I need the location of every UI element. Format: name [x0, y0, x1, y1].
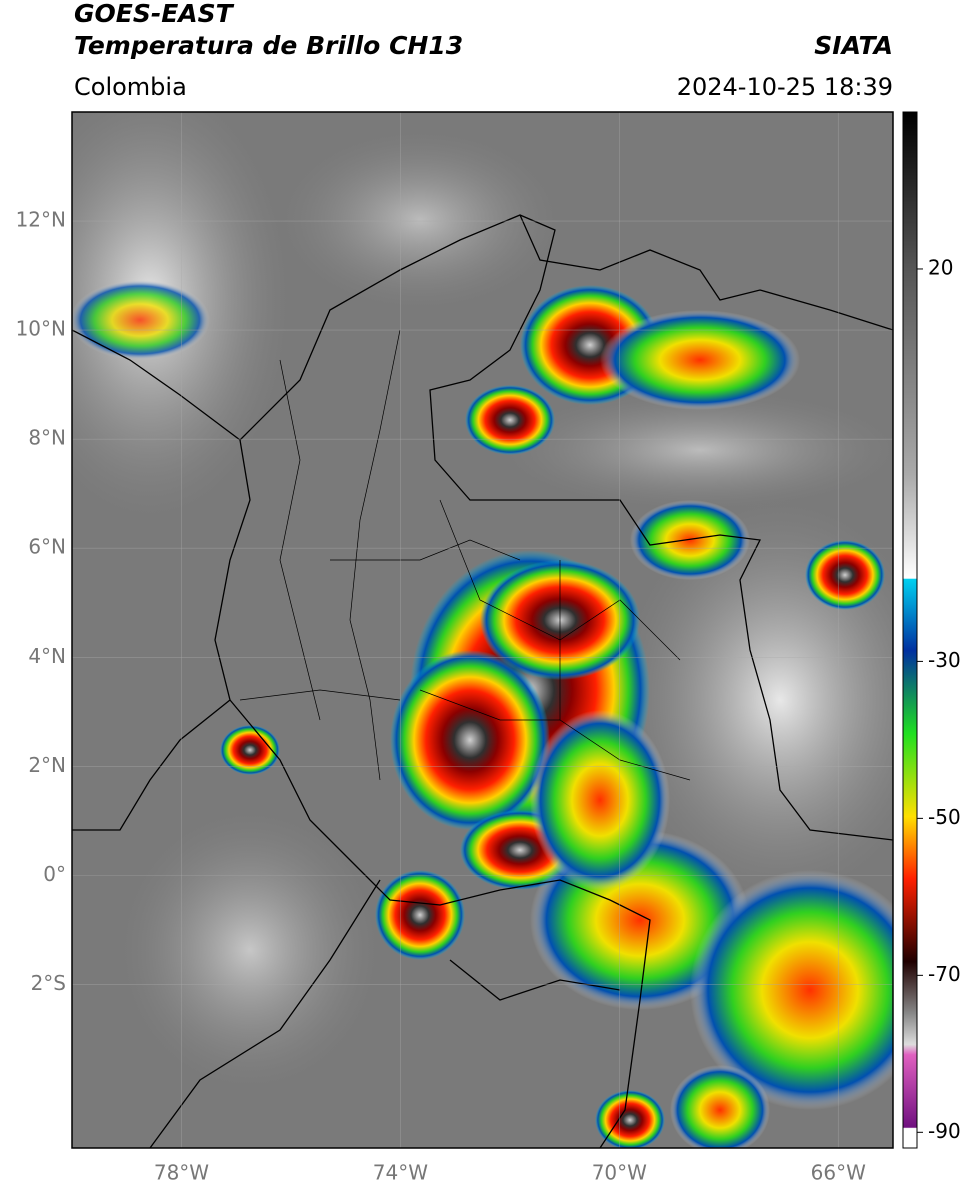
lat-tick-label: 4°N [28, 644, 66, 668]
lat-tick-label: 2°N [28, 753, 66, 777]
map-frame [71, 111, 894, 1149]
lat-tick-label: 0° [43, 862, 66, 886]
lat-tick-label: 2°S [31, 971, 66, 995]
lon-tick-label: 78°W [154, 1161, 209, 1185]
lat-tick-label: 12°N [16, 208, 66, 232]
source: SIATA [814, 31, 893, 60]
colorbar-tick-label: -30 [928, 648, 961, 672]
colorbar-tick-label: -70 [928, 962, 961, 986]
datetime: 2024-10-25 18:39 [677, 73, 893, 101]
colorbar-tick-label: -50 [928, 805, 961, 829]
colorbar [902, 111, 918, 1149]
lat-tick-label: 8°N [28, 426, 66, 450]
lon-tick-label: 70°W [592, 1161, 647, 1185]
subtitle: Temperatura de Brillo CH13 [74, 31, 463, 60]
colorbar-tick-label: -90 [928, 1119, 961, 1143]
title: GOES-EAST [74, 0, 235, 28]
region: Colombia [74, 73, 187, 101]
lon-tick-label: 66°W [811, 1161, 866, 1185]
graticule [72, 112, 893, 1148]
lon-tick-label: 74°W [373, 1161, 428, 1185]
lat-tick-label: 6°N [28, 535, 66, 559]
lat-tick-label: 10°N [16, 317, 66, 341]
satellite-image [72, 112, 893, 1148]
colorbar-tick-label: 20 [928, 255, 953, 279]
